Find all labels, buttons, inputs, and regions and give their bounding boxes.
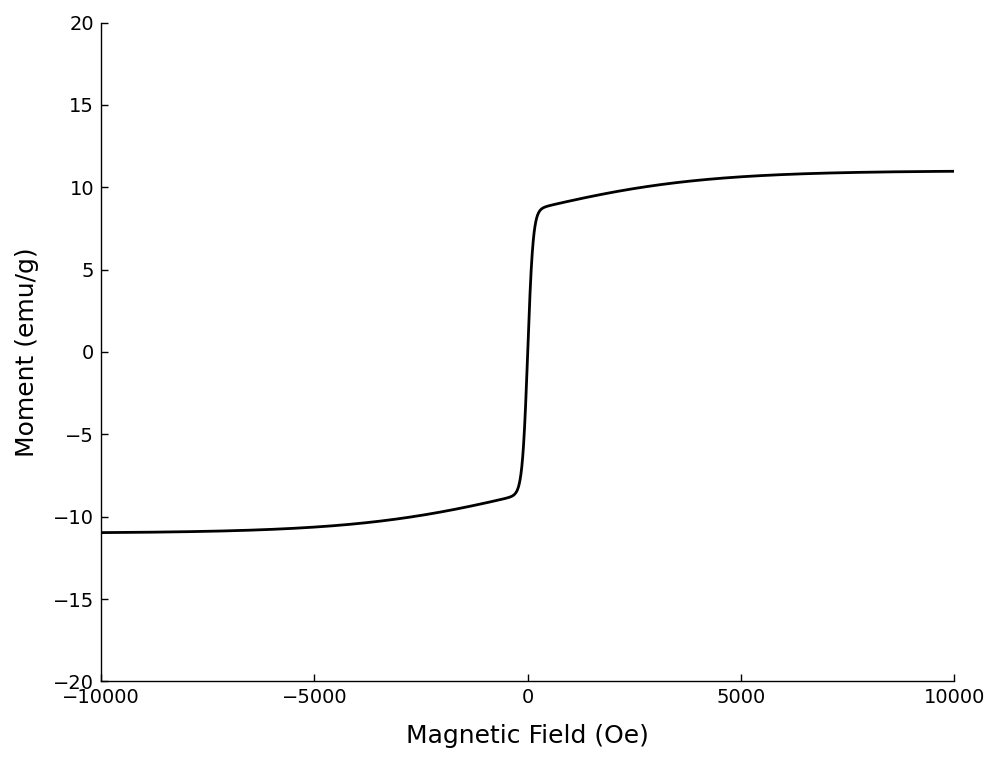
X-axis label: Magnetic Field (Oe): Magnetic Field (Oe)	[406, 724, 649, 748]
Y-axis label: Moment (emu/g): Moment (emu/g)	[15, 247, 39, 457]
